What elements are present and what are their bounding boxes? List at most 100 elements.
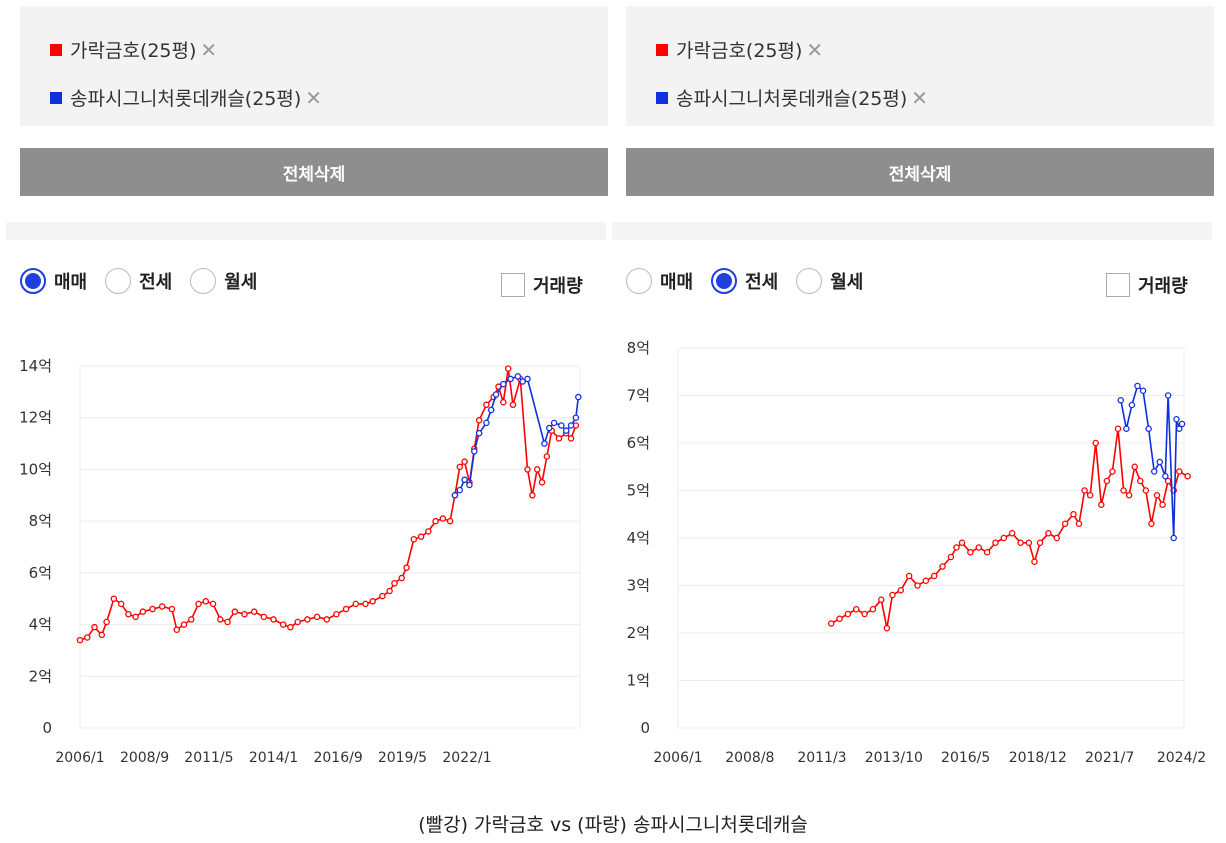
data-point: [461, 458, 468, 465]
data-point: [439, 515, 447, 522]
data-point: [1081, 487, 1088, 494]
radio-sale[interactable]: [20, 268, 46, 294]
data-point: [967, 548, 974, 556]
data-point: [333, 610, 340, 618]
delete-all-button[interactable]: 전체삭제: [626, 148, 1214, 196]
data-point: [514, 373, 522, 380]
y-tick-label: 14억: [19, 357, 52, 375]
data-point: [475, 417, 483, 424]
data-point: [983, 548, 991, 556]
legend-item-red[interactable]: 가락금호(25평) ✕: [656, 36, 823, 63]
data-point: [241, 610, 248, 618]
close-icon[interactable]: ✕: [911, 85, 929, 110]
close-icon[interactable]: ✕: [200, 37, 218, 62]
legend-item-blue[interactable]: 송파시그니처롯데캐슬(25평) ✕: [50, 84, 322, 111]
data-point: [1153, 491, 1161, 499]
data-point: [1150, 468, 1158, 475]
volume-toggle[interactable]: 거래량: [1106, 272, 1188, 298]
y-tick-label: 2억: [29, 667, 52, 685]
data-point: [1109, 468, 1116, 475]
y-tick-label: 2억: [627, 624, 650, 642]
data-point: [1173, 416, 1180, 423]
y-tick-label: 7억: [627, 387, 650, 405]
x-tick-label: 2008/9: [120, 750, 169, 766]
data-point: [1139, 387, 1147, 395]
data-point: [1025, 539, 1033, 546]
data-point: [1092, 439, 1099, 447]
data-point: [869, 605, 877, 613]
x-tick-label: 2008/8: [725, 750, 774, 766]
data-point: [173, 626, 181, 633]
data-point: [195, 600, 202, 608]
x-tick-label: 2024/2: [1157, 750, 1206, 766]
data-point: [555, 435, 563, 442]
data-point: [403, 564, 410, 571]
data-point: [1170, 534, 1177, 542]
legend-item-red[interactable]: 가락금호(25평) ✕: [50, 36, 217, 63]
volume-label: 거래량: [533, 276, 583, 297]
x-tick-label: 2016/9: [313, 750, 362, 766]
delete-all-button[interactable]: 전체삭제: [20, 148, 608, 196]
y-tick-label: 4억: [29, 616, 52, 634]
data-point: [231, 608, 239, 615]
volume-checkbox[interactable]: [1106, 273, 1130, 297]
data-point: [914, 582, 921, 589]
y-tick-label: 6억: [627, 434, 650, 452]
legend-label: 가락금호(25평): [70, 40, 197, 62]
data-point: [362, 600, 369, 608]
data-point: [992, 539, 999, 546]
radio-monthly[interactable]: [190, 268, 217, 294]
data-point: [1031, 558, 1038, 565]
volume-toggle[interactable]: 거래량: [501, 272, 583, 298]
data-point: [304, 616, 311, 623]
trade-type-radio-group: 매매 전세 월세: [626, 268, 881, 294]
red-swatch-icon: [50, 43, 62, 56]
y-tick-label: 0: [640, 719, 650, 737]
volume-checkbox[interactable]: [501, 273, 525, 297]
data-point: [1103, 477, 1111, 485]
data-point: [958, 539, 966, 546]
data-point: [1123, 425, 1130, 433]
legend-box: 가락금호(25평) ✕ 송파시그니처롯데캐슬(25평) ✕: [626, 6, 1214, 126]
data-point: [1184, 472, 1191, 480]
data-point: [861, 610, 868, 618]
radio-label: 전세: [745, 272, 779, 293]
radio-sale[interactable]: [626, 268, 652, 294]
data-point: [1120, 487, 1127, 494]
data-point: [1017, 539, 1024, 546]
radio-label: 월세: [224, 272, 258, 293]
x-tick-label: 2011/5: [184, 750, 233, 766]
data-point: [270, 616, 277, 623]
data-point: [117, 600, 125, 608]
data-point: [180, 621, 188, 628]
data-point: [287, 623, 294, 631]
y-tick-label: 8억: [29, 512, 52, 530]
data-point: [84, 634, 91, 641]
data-point: [1137, 477, 1144, 485]
legend-item-blue[interactable]: 송파시그니처롯데캐슬(25평) ✕: [656, 84, 928, 111]
close-icon[interactable]: ✕: [806, 37, 824, 62]
y-tick-label: 12억: [19, 409, 52, 427]
data-point: [217, 616, 224, 623]
data-point: [878, 596, 885, 603]
data-point: [487, 406, 495, 414]
data-point: [575, 393, 582, 401]
data-point: [466, 481, 473, 489]
data-point: [897, 586, 905, 594]
radio-jeonse[interactable]: [711, 268, 738, 294]
data-point: [550, 419, 558, 427]
data-point: [1086, 491, 1094, 499]
radio-jeonse[interactable]: [105, 268, 132, 294]
close-icon[interactable]: ✕: [305, 85, 323, 110]
data-point: [519, 378, 526, 385]
series-line: [79, 368, 577, 641]
radio-monthly[interactable]: [796, 268, 823, 294]
legend-label: 가락금호(25평): [676, 40, 803, 62]
data-point: [379, 592, 386, 600]
data-point: [417, 533, 425, 540]
data-point: [1125, 491, 1133, 499]
data-point: [533, 466, 541, 473]
legend-label: 송파시그니처롯데캐슬(25평): [676, 88, 908, 110]
divider: [612, 222, 1212, 240]
data-point: [456, 486, 464, 494]
